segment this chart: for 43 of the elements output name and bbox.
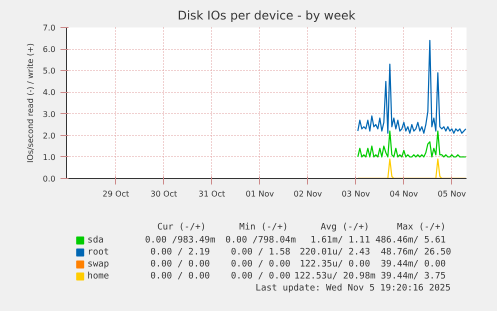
y-tick-label: 3.0 <box>42 110 56 119</box>
y-tick-label: 7.0 <box>42 24 56 32</box>
y-tick-label: 4.0 <box>42 88 56 98</box>
y-tick-label: 6.0 <box>42 45 56 54</box>
text: 122.53u/ 20.98m <box>294 272 376 282</box>
y-tick-label: 2.0 <box>42 131 56 140</box>
text: 0.00 / 0.00 <box>230 260 290 270</box>
text: Last update: Wed Nov 5 19:20:16 2025 <box>256 284 451 294</box>
x-tick-label: 31 Oct <box>198 190 226 198</box>
text: 39.44m/ 0.00 <box>380 260 446 270</box>
legend-label: swap <box>87 260 110 270</box>
text: 39.44m/ 3.75 <box>380 272 446 282</box>
text: 0.00 / 0.00 <box>230 272 290 282</box>
text: 0.00 /983.49m <box>144 236 216 246</box>
text: 0.00 / 2.19 <box>150 248 210 258</box>
text: 1.61m/ 1.11 <box>310 236 370 246</box>
text: 0.00 /798.04m <box>225 236 296 246</box>
text: 48.76m/ 26.50 <box>380 248 452 258</box>
x-tick-label: 05 Nov <box>438 190 466 198</box>
text: Min (-/+) <box>239 222 288 232</box>
y-axis-title: IOs/second read (-) / write (+) <box>26 43 35 163</box>
x-tick-label: 03 Nov <box>342 190 370 198</box>
chart-title: Disk IOs per device - by week <box>178 8 356 22</box>
y-tick-label: 0.0 <box>42 174 56 184</box>
text: 0.00 / 0.00 <box>150 260 210 270</box>
x-tick-label: 02 Nov <box>294 190 322 198</box>
text: 486.46m/ 5.61 <box>375 236 446 246</box>
text: 220.01u/ 2.43 <box>300 248 370 258</box>
x-tick-label: 29 Oct <box>102 190 130 198</box>
text: Cur (-/+) <box>157 222 206 232</box>
text: 0.00 / 1.58 <box>230 248 290 258</box>
y-tick-label: 5.0 <box>42 66 56 76</box>
text: Avg (-/+) <box>320 222 370 232</box>
text: Max (-/+) <box>397 222 446 232</box>
y-tick-label: 1.0 <box>42 152 56 162</box>
x-tick-label: 04 Nov <box>390 190 418 198</box>
legend-label: sda <box>87 236 104 246</box>
legend-label: home <box>87 272 110 282</box>
x-tick-label: 30 Oct <box>150 190 178 198</box>
text: 122.35u/ 0.00 <box>300 260 370 270</box>
x-tick-label: 01 Nov <box>246 190 274 198</box>
text: 0.00 / 0.00 <box>150 272 210 282</box>
legend-label: root <box>87 248 110 258</box>
